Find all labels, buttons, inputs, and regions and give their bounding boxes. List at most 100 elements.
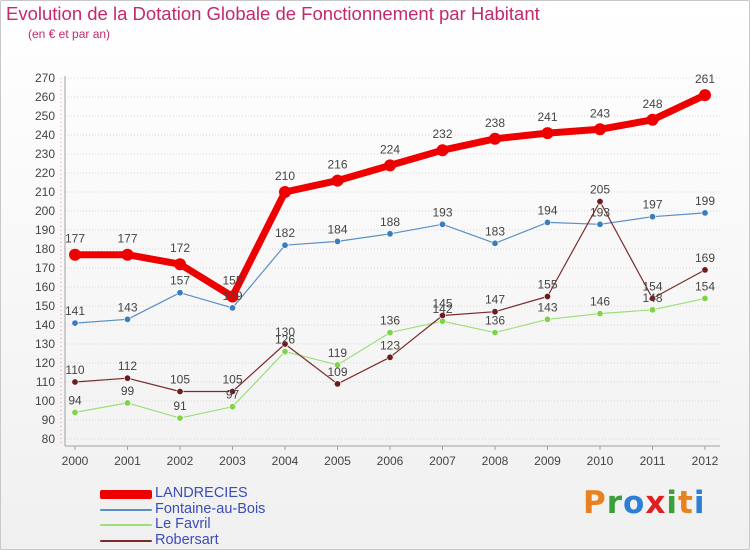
chart-subtitle: (en € et par an) [28, 27, 111, 41]
data-point [699, 89, 711, 102]
data-label: 154 [642, 279, 662, 293]
data-label: 142 [432, 302, 452, 316]
series-le-favril [71, 294, 709, 422]
x-tick-label: 2011 [640, 454, 666, 468]
y-tick-label: 130 [35, 337, 55, 351]
x-tick-label: 2001 [114, 454, 141, 468]
data-label: 91 [173, 399, 187, 413]
data-label: 143 [117, 300, 137, 314]
logo-letter: r [606, 485, 624, 521]
data-label: 105 [170, 373, 190, 387]
x-tick-label: 2009 [534, 454, 561, 468]
data-point [229, 387, 237, 395]
x-tick-label: 2000 [62, 454, 89, 468]
labels-fontaine-au-bois: 141 143 157 149 182 184 188 193 183 194 193 197 199 [65, 194, 715, 318]
y-tick-label: 220 [35, 166, 55, 180]
x-tick-label: 2007 [429, 454, 456, 468]
axes [60, 76, 720, 447]
series-robersart [71, 198, 709, 395]
data-point [281, 340, 289, 348]
logo-letter: o [623, 485, 646, 521]
data-label: 177 [117, 232, 137, 246]
data-label: 188 [380, 215, 400, 229]
data-point [333, 237, 341, 245]
series-fontaine-au-bois [71, 209, 709, 327]
data-point [438, 220, 446, 228]
y-tick-label: 170 [35, 261, 55, 275]
proxiti-logo: Proxiti [583, 485, 705, 521]
data-label: 169 [695, 251, 715, 265]
data-label: 182 [275, 226, 295, 240]
data-label: 193 [432, 205, 452, 219]
data-label: 149 [222, 289, 242, 303]
x-tick-label: 2012 [692, 454, 719, 468]
data-label: 136 [485, 314, 505, 328]
data-point [596, 310, 604, 318]
legend-swatch [100, 539, 152, 542]
y-tick-label: 190 [35, 223, 55, 237]
data-label: 210 [275, 169, 295, 183]
data-point [331, 174, 344, 187]
x-tick-label: 2005 [324, 454, 351, 468]
y-tick-label: 230 [35, 147, 55, 161]
data-label: 157 [170, 274, 190, 288]
labels-landrecies: 177 177 172 155 210 216 224 232 238 241 243 248 261 [65, 72, 715, 287]
logo-letter: i [693, 485, 706, 521]
legend-swatch [100, 490, 152, 499]
data-point [701, 266, 709, 274]
legend-label: Robersart [155, 531, 219, 548]
data-point [281, 241, 289, 249]
data-label: 199 [695, 194, 715, 208]
data-label: 154 [695, 279, 715, 293]
data-point [701, 209, 709, 217]
data-point [229, 403, 237, 411]
data-point [386, 230, 394, 238]
data-label: 197 [642, 198, 662, 212]
data-point [436, 144, 449, 157]
y-tick-label: 140 [35, 318, 55, 332]
data-point [176, 414, 184, 422]
data-point [701, 294, 709, 302]
data-label: 146 [590, 295, 610, 309]
data-point [543, 218, 551, 226]
data-label: 193 [590, 205, 610, 219]
data-point [648, 294, 656, 302]
data-label: 109 [327, 365, 347, 379]
data-point [384, 159, 396, 172]
data-label: 261 [695, 72, 715, 86]
legend-swatch [100, 524, 152, 526]
y-tick-label: 160 [35, 280, 55, 294]
logo-letter: t [677, 485, 694, 521]
y-tick-label: 200 [35, 204, 55, 218]
data-label: 130 [275, 325, 295, 339]
data-point [71, 408, 79, 416]
data-label: 105 [222, 373, 242, 387]
y-tick-label: 120 [35, 356, 55, 370]
legend-label: Fontaine-au-Bois [155, 500, 266, 517]
data-label: 97 [226, 388, 240, 402]
data-point [281, 348, 289, 356]
data-point [596, 220, 604, 228]
data-label: 184 [327, 222, 347, 236]
logo-letter: P [583, 485, 607, 521]
series-line [71, 91, 709, 300]
data-label: 155 [537, 278, 557, 292]
data-point [124, 399, 132, 407]
data-label: 238 [485, 116, 505, 130]
data-label: 216 [327, 158, 347, 172]
data-point [333, 361, 341, 369]
data-point [596, 198, 604, 206]
legend-label: Le Favril [155, 516, 211, 532]
chart-title: Evolution de la Dotation Globale de Fonc… [6, 3, 540, 24]
data-label: 94 [68, 393, 82, 407]
data-point [438, 311, 446, 319]
data-point [174, 258, 186, 271]
data-point [543, 292, 551, 300]
data-point [489, 132, 501, 145]
legend-swatch [100, 508, 152, 511]
logo-letter: x [645, 485, 667, 521]
data-label: 123 [380, 338, 400, 352]
data-label: 241 [537, 110, 557, 124]
